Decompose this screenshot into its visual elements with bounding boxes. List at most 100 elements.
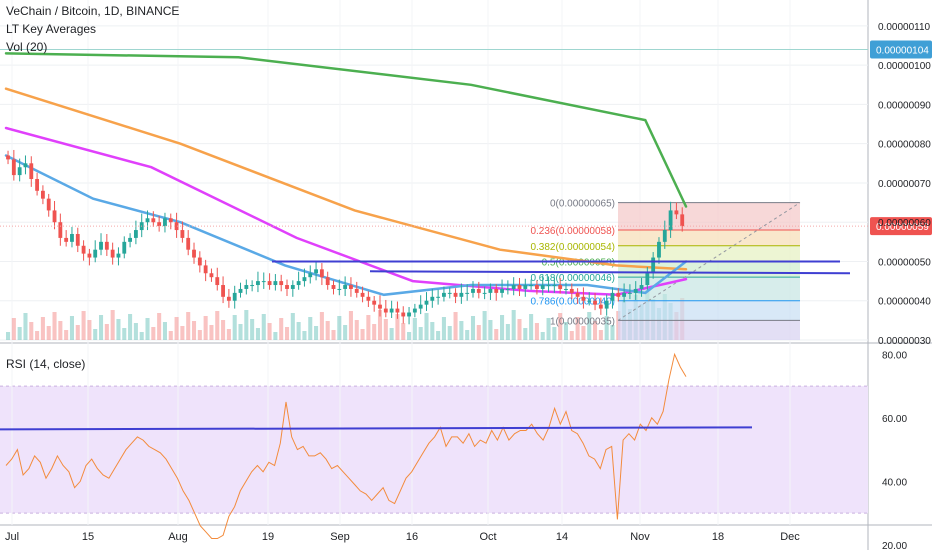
candle-body xyxy=(442,292,446,297)
candle-body xyxy=(203,265,208,274)
time-tick-label: 19 xyxy=(262,531,274,543)
candle-body xyxy=(476,288,481,293)
candle-body xyxy=(529,285,534,287)
candle-body xyxy=(302,277,307,282)
candle-body xyxy=(285,285,289,289)
volume-bar xyxy=(383,319,388,340)
candle-body xyxy=(197,257,202,266)
rsi-trendline xyxy=(0,426,753,431)
fib-level-label: 0.382(0.00000054) xyxy=(530,242,615,253)
time-tick-label: 14 xyxy=(556,531,568,543)
candle-body xyxy=(35,179,40,191)
fib-level-label: 0.786(0.00000040) xyxy=(530,297,615,308)
volume-bar xyxy=(308,317,313,340)
candle-body xyxy=(261,281,266,283)
price-tick-label: 0.00000110 xyxy=(878,22,931,33)
candle-body xyxy=(651,257,656,274)
fib-zone xyxy=(618,261,800,278)
candle-body xyxy=(674,210,679,215)
candle-body xyxy=(575,292,580,297)
candle-body xyxy=(598,304,603,309)
candle-body xyxy=(6,155,10,160)
candle-body xyxy=(639,285,644,289)
candle-body xyxy=(122,241,127,254)
volume-bar xyxy=(569,331,574,340)
volume-bar xyxy=(523,328,528,340)
candle-body xyxy=(424,300,429,305)
volume-bar xyxy=(290,313,295,340)
candle-body xyxy=(633,288,638,293)
volume-bar xyxy=(81,311,86,340)
fib-level-label: 0.236(0.00000058) xyxy=(530,226,615,237)
volume-bar xyxy=(244,310,249,340)
candle-body xyxy=(511,285,516,289)
candle-body xyxy=(267,281,272,286)
moving-average-blue xyxy=(4,154,688,297)
candle-body xyxy=(407,312,411,317)
volume-bar xyxy=(343,325,348,340)
candle-body xyxy=(453,292,458,297)
volume-bar xyxy=(552,327,557,340)
time-tick-label: Oct xyxy=(479,531,496,543)
candle-body xyxy=(58,222,63,238)
candle-body xyxy=(40,190,45,199)
rsi-tick-label: 40.00 xyxy=(882,477,907,488)
level-badge xyxy=(870,40,932,59)
volume-bar xyxy=(209,325,214,340)
candle-body xyxy=(145,218,150,223)
candle-body xyxy=(505,288,510,290)
volume-bar xyxy=(93,329,98,340)
volume-bar xyxy=(407,332,412,340)
volume-bar xyxy=(587,312,592,340)
volume-bar xyxy=(191,321,197,340)
volume-bar xyxy=(174,317,179,340)
volume-bar xyxy=(215,311,220,340)
volume-bar xyxy=(575,317,580,340)
volume-bar xyxy=(476,325,481,340)
candle-body xyxy=(128,237,133,242)
volume-bar xyxy=(226,329,231,340)
candle-body xyxy=(395,308,400,313)
last-price-badge-label: 0.00000059 xyxy=(876,222,929,233)
candle-body xyxy=(535,285,539,289)
rsi-legend: RSI (14, close) xyxy=(6,357,86,371)
candle-body xyxy=(133,230,138,238)
candle-body xyxy=(488,288,493,293)
volume-bar xyxy=(372,324,377,340)
candle-body xyxy=(314,269,318,274)
candle-body xyxy=(290,285,295,289)
last-price-badge xyxy=(870,217,932,236)
candle-body xyxy=(256,281,260,286)
candle-body xyxy=(174,222,179,231)
volume-bar xyxy=(529,314,534,340)
candle-body xyxy=(238,288,243,293)
volume-bar xyxy=(377,310,383,340)
volume-bar xyxy=(581,326,586,340)
volume-bar xyxy=(563,322,569,340)
candle-body xyxy=(436,296,441,298)
volume-bar xyxy=(604,316,609,340)
volume-bar xyxy=(546,318,551,340)
candle-body xyxy=(668,210,673,231)
candle-body xyxy=(657,241,661,258)
rsi-tick-label: 60.00 xyxy=(882,414,907,425)
volume-bar xyxy=(558,313,563,340)
price-tick-label: 0.00000030 xyxy=(878,336,931,347)
rsi-tick-label: 20.00 xyxy=(882,541,907,550)
candle-body xyxy=(627,292,632,294)
volume-bar xyxy=(23,313,28,340)
volume-bar xyxy=(273,332,278,340)
candle-body xyxy=(552,285,557,287)
candle-body xyxy=(383,308,388,313)
volume-bar xyxy=(302,331,307,340)
candle-body xyxy=(180,230,185,238)
candle-body xyxy=(337,288,342,290)
volume-bar xyxy=(186,312,191,340)
price-tick-label: 0.00000040 xyxy=(878,297,931,308)
fib-level-label: 0(0.00000065) xyxy=(550,199,615,210)
volume-bar xyxy=(157,313,162,340)
candle-body xyxy=(645,273,650,286)
volume-bar xyxy=(6,332,11,340)
candle-body xyxy=(366,296,371,301)
